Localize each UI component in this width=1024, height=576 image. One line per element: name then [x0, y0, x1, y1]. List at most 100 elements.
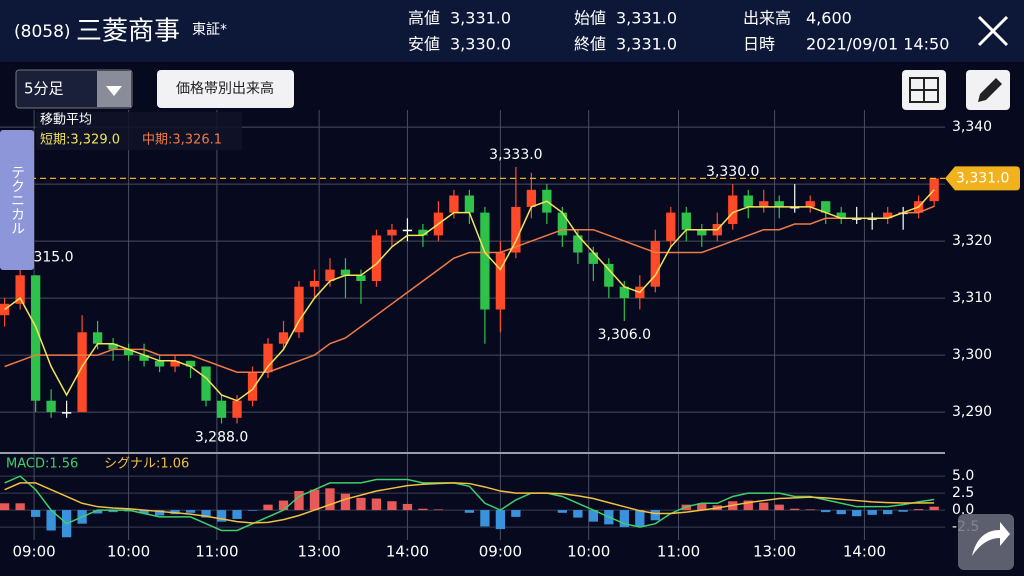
macd-histogram-bar — [232, 510, 242, 519]
macd-histogram-bar — [309, 489, 320, 511]
stat-label: 終値 — [574, 35, 606, 54]
legend-box — [36, 112, 242, 150]
stat-label: 日時 — [743, 35, 775, 54]
macd-histogram-bar — [15, 503, 25, 511]
candle-body — [418, 229, 428, 236]
x-tick-label: 13:00 — [753, 543, 796, 561]
candle-body — [449, 195, 459, 213]
legend-signal: シグナル:1.06 — [104, 457, 189, 472]
y2-tick-label: 5.0 — [952, 468, 974, 484]
macd-histogram-bar — [325, 488, 335, 511]
x-tick-label: 09:00 — [12, 543, 55, 561]
share-button[interactable] — [958, 514, 1014, 570]
macd-histogram-bar — [929, 506, 939, 511]
stat-value: 3,331.0 — [616, 35, 677, 54]
candle-body — [154, 360, 165, 367]
macd-histogram-bar — [852, 510, 862, 517]
x-tick-label: 09:00 — [479, 543, 522, 561]
legend-mid: 中期:3,326.1 — [142, 133, 222, 148]
candle-body — [759, 201, 769, 207]
candle-body — [821, 201, 831, 213]
candle-body — [697, 229, 707, 236]
candle-body — [402, 229, 413, 232]
macd-histogram-bar — [619, 510, 629, 528]
candle-body — [805, 201, 815, 207]
macd-histogram-bar — [139, 510, 149, 514]
macd-histogram-bar — [697, 503, 707, 511]
stat-value: 2021/09/01 14:50 — [806, 35, 949, 54]
candle-body — [61, 412, 72, 414]
candle-body — [247, 372, 258, 401]
ma-mid-line — [4, 205, 935, 373]
y-tick-label: 3,300 — [952, 347, 992, 363]
macd-histogram-bar — [836, 510, 846, 515]
candle-body — [185, 360, 196, 367]
macd-histogram-bar — [573, 510, 583, 518]
legend-short: 短期:3,329.0 — [40, 133, 120, 148]
y2-tick-label: 2.5 — [952, 485, 974, 501]
draw-button[interactable] — [966, 70, 1010, 110]
x-tick-label: 11:00 — [195, 543, 238, 561]
layout-button[interactable] — [902, 70, 946, 110]
header-bar — [0, 0, 1024, 62]
price-annotation: 3,288.0 — [195, 430, 248, 446]
stat-value: 3,330.0 — [450, 35, 511, 54]
macd-histogram-bar — [790, 508, 800, 511]
candle-body — [92, 332, 103, 344]
macd-histogram-bar — [588, 510, 598, 522]
candle-body — [495, 252, 506, 310]
signal-line — [4, 482, 935, 524]
current-price-tag — [945, 166, 1020, 191]
macd-histogram-bar — [464, 510, 475, 513]
y-tick-label: 3,290 — [952, 404, 992, 420]
macd-histogram-bar — [867, 510, 877, 515]
candle-body — [526, 189, 537, 207]
candle-body — [216, 400, 227, 418]
candle-body — [15, 275, 25, 304]
macd-histogram-bar — [185, 510, 196, 513]
candle-body — [340, 269, 351, 276]
y-tick-label: 3,310 — [952, 290, 992, 306]
macd-histogram-bar — [247, 510, 258, 511]
period-select[interactable]: 5分足 — [15, 69, 133, 109]
candle-body — [371, 235, 382, 281]
x-tick-label: 13:00 — [298, 543, 341, 561]
macd-histogram-bar — [759, 502, 769, 511]
macd-histogram-bar — [0, 503, 10, 511]
candle-body — [201, 366, 211, 401]
stat-label: 安値 — [408, 35, 440, 54]
stat-label: 出来高 — [743, 9, 791, 28]
macd-histogram-bar — [495, 510, 506, 530]
candle-body — [666, 212, 676, 242]
plot: 3,3403,3303,3203,3103,3003,2905.02.50.0-… — [0, 110, 1020, 561]
macd-histogram-bar — [154, 510, 165, 516]
candle-body — [619, 286, 629, 299]
macd-histogram-bar — [743, 500, 753, 511]
macd-histogram-bar — [480, 510, 490, 527]
macd-line — [4, 475, 935, 532]
candle-body — [325, 269, 335, 281]
candle-body — [30, 275, 41, 401]
technical-tab[interactable]: テクニカル — [0, 130, 34, 270]
close-button[interactable] — [977, 15, 1009, 47]
macd-histogram-bar — [263, 504, 273, 511]
candle-body — [681, 212, 691, 230]
macd-histogram-bar — [387, 501, 397, 511]
candle-body — [263, 343, 273, 373]
macd-histogram-bar — [883, 510, 893, 515]
macd-histogram-bar — [511, 510, 521, 517]
macd-histogram-bar — [294, 491, 304, 511]
candle-body — [573, 235, 583, 253]
legend-macd: MACD:1.56 — [6, 457, 78, 472]
volume-profile-button[interactable]: 価格帯別出来高 — [157, 70, 294, 108]
period-label: 5分足 — [24, 80, 64, 98]
stat-value: 4,600 — [806, 9, 852, 28]
candle-body — [108, 343, 118, 350]
macd-histogram-bar — [402, 503, 413, 511]
candle-body — [774, 201, 784, 207]
candle-body — [46, 400, 56, 413]
macd-histogram-bar — [898, 510, 908, 512]
candle-body — [728, 195, 738, 224]
